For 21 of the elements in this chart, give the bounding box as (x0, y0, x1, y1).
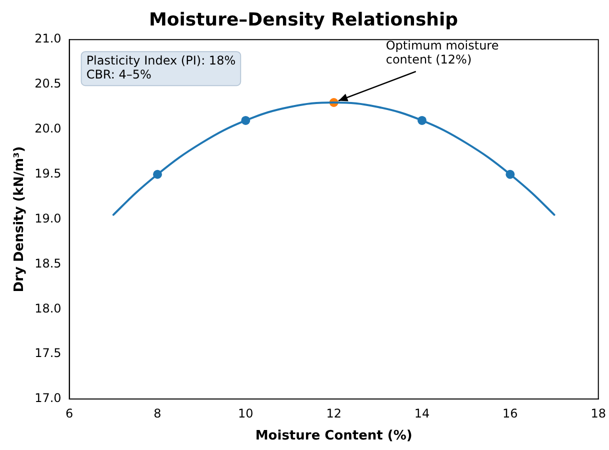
x-tick-label: 18 (590, 406, 606, 420)
x-tick-label: 16 (502, 406, 518, 420)
annotation: Plasticity Index (PI): 18% CBR: 4–5% (86, 54, 236, 82)
x-axis-title: Moisture Content (%) (255, 428, 412, 444)
y-tick-label: 18.5 (34, 256, 62, 270)
y-tick-label: 21.0 (34, 32, 62, 46)
chart-title: Moisture–Density Relationship (148, 9, 458, 30)
x-tick-label: 8 (154, 406, 162, 420)
y-tick-label: 17.5 (34, 346, 62, 360)
annotation: Optimum moisture content (12%) (386, 38, 499, 67)
y-tick-label: 19.5 (34, 166, 62, 180)
y-tick-label: 17.0 (34, 391, 62, 406)
y-tick-label: 20.5 (34, 76, 62, 91)
y-tick-label: 18.0 (34, 301, 62, 316)
y-axis-title: Dry Density (kN/m³) (12, 146, 28, 292)
y-tick-label: 20.0 (34, 122, 62, 136)
y-tick-label: 19.0 (34, 211, 62, 226)
x-tick-label: 14 (414, 406, 430, 420)
x-tick-label: 12 (326, 406, 342, 420)
x-tick-label: 10 (238, 406, 254, 420)
x-tick-label: 6 (66, 406, 74, 420)
